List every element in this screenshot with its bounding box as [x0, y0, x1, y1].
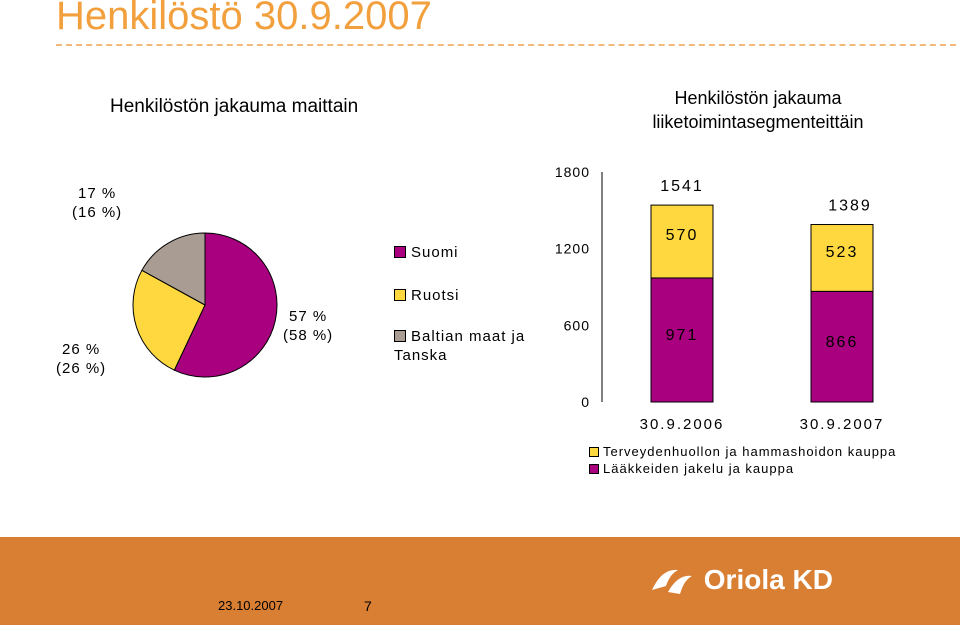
pie-label-suomi-line2: (58 %) — [283, 327, 334, 344]
pie-chart — [132, 232, 278, 378]
pie-legend-item-baltian: Baltian maat ja Tanska — [394, 327, 554, 365]
bar-segment-terveydenhuolto — [810, 224, 874, 292]
y-tick-label: 1800 — [555, 164, 590, 180]
footer-bar — [0, 537, 960, 625]
bar-legend: Terveydenhuollon ja hammashoidon kauppa … — [589, 443, 896, 477]
pie-label-baltian: 17 % (16 %) — [72, 184, 122, 222]
y-tick-label: 1200 — [555, 241, 590, 257]
pie-legend-label-baltian: Baltian maat ja Tanska — [394, 328, 526, 364]
pie-slice-suomi — [173, 232, 278, 378]
bar-legend-item-laakkeet: Lääkkeiden jakelu ja kauppa — [589, 460, 896, 477]
logo-text: Oriola KD — [703, 564, 833, 595]
pie-label-suomi: 57 % (58 %) — [283, 307, 333, 345]
pie-legend-item-suomi: Suomi — [394, 244, 459, 261]
pie-label-baltian-line1: 17 % — [77, 185, 117, 202]
bar-total-label: 1541 — [660, 178, 704, 195]
bar-total-label: 1389 — [828, 198, 872, 215]
bar-segment-terveydenhuolto — [650, 204, 714, 279]
slide-title: Henkilöstö 30.9.2007 — [56, 0, 432, 38]
logo-mark-icon — [652, 569, 692, 594]
pie-legend-label-ruotsi: Ruotsi — [411, 287, 460, 304]
bar-chart: 0 600 1200 1800 971 570 1541 30.9.2006 866 523 138… — [555, 164, 885, 433]
bar-chart-title: Henkilöstön jakauma liiketoimintasegment… — [652, 88, 864, 132]
x-category-label: 30.9.2007 — [800, 416, 885, 433]
x-category-label: 30.9.2006 — [640, 416, 725, 433]
bar-legend-swatch-terveydenhuolto — [589, 447, 599, 457]
bar-value-label: 971 — [666, 327, 699, 344]
bar-segment-laakkeet — [810, 290, 874, 403]
bar-value-label: 570 — [666, 227, 699, 244]
pie-label-baltian-line2: (16 %) — [72, 204, 123, 221]
pie-legend-label-suomi: Suomi — [411, 244, 459, 261]
pie-label-ruotsi: 26 % (26 %) — [56, 340, 106, 378]
pie-slice-baltian — [141, 232, 206, 306]
bar-segment-laakkeet — [650, 277, 714, 403]
y-tick-label: 600 — [564, 317, 590, 333]
title-divider — [56, 44, 956, 46]
footer-date: 23.10.2007 — [218, 598, 284, 613]
pie-legend-swatch-baltian — [394, 330, 406, 342]
company-logo: Oriola KD — [648, 560, 833, 600]
bar-legend-label-laakkeet: Lääkkeiden jakelu ja kauppa — [603, 461, 795, 476]
y-tick-label: 0 — [581, 394, 590, 410]
bar-value-label: 866 — [826, 334, 859, 351]
bar-value-label: 523 — [826, 244, 859, 261]
pie-legend-swatch-ruotsi — [394, 289, 406, 301]
page-number: 7 — [364, 598, 372, 614]
pie-chart-title: Henkilöstön jakauma maittain — [110, 96, 359, 117]
pie-legend-item-ruotsi: Ruotsi — [394, 287, 460, 304]
pie-label-suomi-line1: 57 % — [288, 308, 328, 325]
pie-label-ruotsi-line1: 26 % — [61, 341, 101, 358]
pie-legend-swatch-suomi — [394, 246, 406, 258]
pie-label-ruotsi-line2: (26 %) — [56, 360, 107, 377]
bar-legend-item-terveydenhuolto: Terveydenhuollon ja hammashoidon kauppa — [589, 443, 896, 460]
bar-legend-swatch-laakkeet — [589, 464, 599, 474]
bar-legend-label-terveydenhuolto: Terveydenhuollon ja hammashoidon kauppa — [603, 444, 897, 459]
